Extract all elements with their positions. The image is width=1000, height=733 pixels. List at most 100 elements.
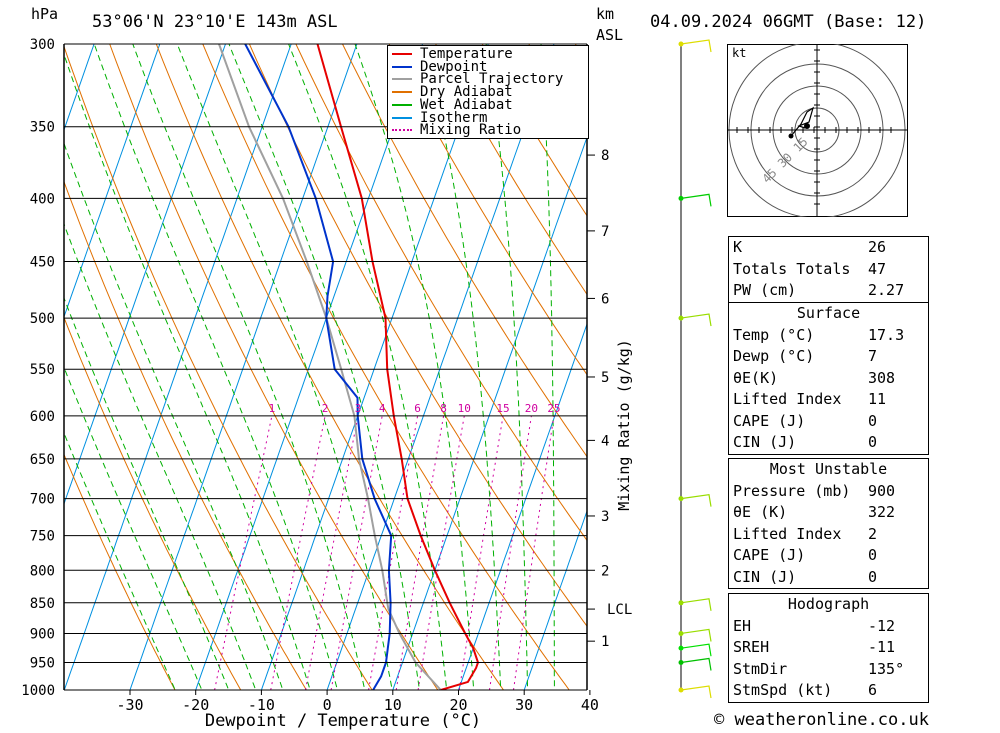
dry-adiabat-line <box>341 44 587 458</box>
mixing-ratio-label: 1 <box>269 402 276 415</box>
unit-asl: ASL <box>596 26 624 44</box>
x-tick-label: 30 <box>515 696 533 714</box>
most-unstable-title: Most Unstable <box>769 460 888 478</box>
table-row: Temp (°C) 17.3 <box>729 325 928 347</box>
isotherm-line <box>523 509 587 690</box>
hodograph-unit: kt <box>732 46 746 60</box>
wet-adiabat-line <box>64 296 230 690</box>
dry-adiabat-line <box>388 44 587 376</box>
wind-barb <box>680 685 712 699</box>
isotherm-line <box>64 44 161 319</box>
unit-km: km <box>596 5 615 23</box>
wet-adiabat-line <box>288 44 448 690</box>
temperature-line <box>316 44 480 690</box>
lcl-label: LCL <box>607 602 632 618</box>
pressure-tick-label: 650 <box>30 452 55 468</box>
row-label: SREH <box>733 638 770 656</box>
legend-label: Mixing Ratio <box>420 122 522 139</box>
mixing-ratio-line <box>395 415 445 690</box>
legend-entry: Mixing Ratio <box>392 122 522 139</box>
mixing-ratio-line <box>458 415 504 690</box>
most-unstable-table: Most Unstable Pressure (mb) 900 θE (K) 322 L… <box>728 458 929 589</box>
x-tick-label: -30 <box>116 696 143 714</box>
pressure-tick-label: 300 <box>30 37 55 53</box>
legend-label: Dry Adiabat <box>420 84 513 101</box>
legend-entry: Dry Adiabat <box>392 84 513 101</box>
wet-adiabat-line <box>64 53 311 690</box>
legend-label: Dewpoint <box>420 58 488 75</box>
mixing-ratio-label: 25 <box>547 402 560 415</box>
table-row: Totals Totals 47 <box>729 259 928 281</box>
pressure-tick-label: 550 <box>30 362 55 378</box>
table-row: CAPE (J) 0 <box>729 411 928 433</box>
mixing-ratio-axis-title: Mixing Ratio (g/kg) <box>615 339 633 511</box>
wind-barb <box>680 493 712 507</box>
pressure-tick-label: 350 <box>30 120 55 136</box>
dry-adiabat-line <box>435 44 587 296</box>
pressure-tick-label: 750 <box>30 529 55 545</box>
mixing-ratio-line <box>513 415 555 690</box>
mixing-ratio-line <box>417 415 465 690</box>
wind-barb <box>680 657 712 671</box>
x-axis-title: Dewpoint / Temperature (°C) <box>205 711 481 731</box>
watermark: © weatheronline.co.uk <box>714 710 929 730</box>
mixing-ratio-line <box>368 415 419 690</box>
wet-adiabat-line <box>64 431 176 690</box>
row-value: 47 <box>868 259 887 278</box>
x-tick-label: -10 <box>248 696 275 714</box>
km-tick-label: 3 <box>601 509 609 525</box>
mixing-ratio-line <box>330 415 383 690</box>
table-row: PW (cm) 2.27 <box>729 280 928 302</box>
x-tick-label: 0 <box>323 696 332 714</box>
table-row: SREH -11 <box>729 637 928 659</box>
dewpoint-line <box>244 44 393 690</box>
x-tick-label: 20 <box>449 696 467 714</box>
table-row: EH -12 <box>729 616 928 638</box>
row-value: 17.3 <box>868 325 905 344</box>
wet-adiabat-line <box>64 141 284 690</box>
wet-adiabat-line <box>422 44 502 690</box>
hodograph-trace <box>790 106 815 137</box>
x-tick-label: 10 <box>384 696 402 714</box>
pressure-tick-label: 700 <box>30 492 55 508</box>
pressure-tick-label: 500 <box>30 311 55 327</box>
pressure-tick-label: 800 <box>30 563 55 579</box>
row-label: CIN (J) <box>733 567 797 586</box>
wind-barb <box>680 39 712 53</box>
row-value: -11 <box>868 638 896 656</box>
row-value: 900 <box>868 481 896 500</box>
km-tick-label: 4 <box>601 433 609 449</box>
row-value: 0 <box>868 433 878 451</box>
parcel-trajectory-line <box>218 44 442 690</box>
wet-adiabat-line <box>64 222 257 690</box>
dry-adiabat-line <box>481 44 587 217</box>
legend-entry: Wet Adiabat <box>392 96 513 113</box>
pressure-tick-label: 900 <box>30 626 55 642</box>
wet-adiabat-line <box>485 44 529 690</box>
row-value: 2 <box>868 524 878 543</box>
table-row: StmSpd (kt) 6 <box>729 680 928 702</box>
surface-title: Surface <box>796 304 861 322</box>
legend-entry: Parcel Trajectory <box>392 72 563 86</box>
dry-adiabat-line <box>64 453 176 690</box>
surface-table: Surface Temp (°C) 17.3 Dewp (°C) 7 θE(K) 308 L… <box>728 302 929 455</box>
legend-label: Wet Adiabat <box>420 96 513 113</box>
row-value: 26 <box>868 238 887 256</box>
row-value: 11 <box>868 390 887 408</box>
row-label: Lifted Index <box>733 524 842 543</box>
x-tick-label: 40 <box>581 696 599 714</box>
row-label: Totals Totals <box>733 259 851 278</box>
pressure-tick-label: 400 <box>30 191 55 207</box>
mixing-ratio-label: 20 <box>525 402 538 415</box>
mixing-ratio-label: 2 <box>322 402 329 415</box>
km-tick-label: 1 <box>601 634 609 650</box>
table-row: θE(K) 308 <box>729 368 928 390</box>
mixing-ratio-line <box>270 415 326 690</box>
mixing-ratio-label: 10 <box>458 402 471 415</box>
legend-swatch <box>392 65 412 68</box>
table-row: CIN (J) 0 <box>729 567 928 589</box>
mixing-ratio-label: 4 <box>379 402 386 415</box>
row-value: 308 <box>868 368 896 387</box>
wet-adiabat-line <box>540 44 555 690</box>
row-label: CAPE (J) <box>733 546 806 564</box>
